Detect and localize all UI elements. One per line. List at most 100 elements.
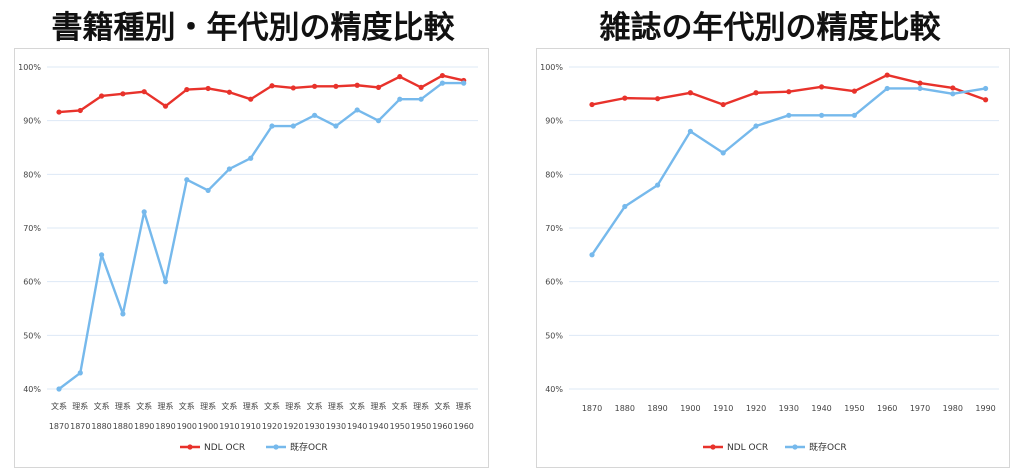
data-point-existing xyxy=(120,311,126,317)
y-tick-label: 70% xyxy=(23,224,41,233)
data-point-existing xyxy=(162,279,169,285)
data-point-existing xyxy=(312,112,318,118)
data-point-existing xyxy=(141,209,147,215)
data-point-existing xyxy=(269,123,275,129)
x-tick-year-label: 1900 xyxy=(680,404,700,413)
data-point-ndl xyxy=(333,83,339,89)
y-tick-label: 80% xyxy=(545,170,563,179)
data-point-ndl xyxy=(99,93,105,99)
data-point-ndl xyxy=(950,85,956,91)
data-point-ndl xyxy=(655,96,661,102)
x-tick-year-label: 1910 xyxy=(219,422,239,431)
legend-marker-ndl xyxy=(710,444,716,450)
data-point-existing xyxy=(184,177,190,183)
data-point-existing xyxy=(56,386,62,392)
data-point-ndl xyxy=(290,85,296,91)
x-tick-year-label: 1930 xyxy=(326,422,346,431)
x-tick-category-label: 文系 xyxy=(51,401,67,411)
data-point-existing xyxy=(290,123,296,129)
y-tick-label: 70% xyxy=(545,224,563,233)
x-tick-year-label: 1950 xyxy=(390,422,410,431)
data-point-ndl xyxy=(375,84,382,90)
x-tick-category-label: 文系 xyxy=(136,401,152,411)
x-tick-category-label: 理系 xyxy=(413,401,429,411)
x-tick-year-label: 1950 xyxy=(844,404,864,413)
chart-magazines-svg: 40% 50% 60% 70% 80% 90% 100% 1870 1880 1890 1900 19… xyxy=(540,63,999,453)
data-point-existing xyxy=(77,370,83,376)
data-point-existing xyxy=(354,107,360,113)
x-tick-year-label: 1920 xyxy=(283,422,303,431)
x-tick-year-label: 1990 xyxy=(975,404,995,413)
x-tick-year-label: 1880 xyxy=(615,404,635,413)
x-tick-year-label: 1970 xyxy=(910,404,930,413)
x-tick-category-label: 理系 xyxy=(371,401,387,411)
legend-label-ndl: NDL OCR xyxy=(727,443,768,453)
data-point-existing xyxy=(819,112,825,118)
x-tick-category-label: 文系 xyxy=(264,401,280,411)
data-point-ndl xyxy=(884,72,890,78)
data-point-existing xyxy=(248,155,254,161)
x-tick-category-label: 理系 xyxy=(158,401,174,411)
data-point-ndl xyxy=(589,101,595,108)
x-tick-category-label: 理系 xyxy=(72,401,88,411)
data-point-ndl xyxy=(162,103,169,109)
data-point-existing xyxy=(589,252,595,258)
x-tick-year-label: 1870 xyxy=(49,422,69,431)
data-point-ndl xyxy=(354,82,360,88)
x-tick-year-label: 1960 xyxy=(432,422,452,431)
x-tick-category-label: 理系 xyxy=(115,401,131,411)
x-tick-year-label: 1880 xyxy=(91,422,111,431)
data-point-ndl xyxy=(269,83,275,89)
data-point-existing xyxy=(418,96,424,102)
data-point-existing xyxy=(205,187,211,194)
data-point-existing xyxy=(720,150,726,156)
data-point-ndl xyxy=(983,97,989,103)
chart-books-by-type-era: 40% 50% 60% 70% 80% 90% 100% 文系 1870 理系 1870 文系 1880… xyxy=(14,48,489,468)
data-point-ndl xyxy=(248,96,254,102)
data-point-existing xyxy=(983,85,989,92)
legend-marker-ndl xyxy=(187,444,193,450)
x-tick-year-label: 1940 xyxy=(811,404,831,413)
data-point-existing xyxy=(917,85,923,92)
data-point-existing xyxy=(226,166,232,172)
chart-title-books: 書籍種別・年代別の精度比較 xyxy=(51,10,455,46)
data-point-existing xyxy=(884,85,890,92)
data-point-ndl xyxy=(622,95,628,101)
x-tick-category-label: 文系 xyxy=(349,401,365,411)
x-tick-category-label: 文系 xyxy=(94,401,110,411)
y-tick-label: 100% xyxy=(540,63,563,72)
data-point-existing xyxy=(397,96,403,102)
legend-label-existing: 既存OCR xyxy=(290,441,328,453)
x-tick-year-label: 1940 xyxy=(347,422,367,431)
x-tick-year-label: 1890 xyxy=(647,404,667,413)
data-point-existing xyxy=(461,80,467,86)
chart-books-svg: 40% 50% 60% 70% 80% 90% 100% 文系 1870 理系 1870 文系 1880… xyxy=(18,63,478,453)
x-tick-year-label: 1890 xyxy=(134,422,154,431)
x-tick-category-label: 文系 xyxy=(179,401,195,411)
x-tick-year-label: 1960 xyxy=(877,404,897,413)
data-point-ndl xyxy=(819,84,825,90)
data-point-ndl xyxy=(720,101,726,108)
y-tick-label: 50% xyxy=(23,331,41,340)
chart-magazines-by-era: 40% 50% 60% 70% 80% 90% 100% 1870 1880 1890 1900 19… xyxy=(536,48,1010,468)
x-tick-category-label: 文系 xyxy=(392,401,408,411)
data-point-ndl xyxy=(205,85,211,92)
x-tick-year-label: 1900 xyxy=(177,422,197,431)
y-tick-label: 50% xyxy=(545,331,563,340)
data-point-ndl xyxy=(77,107,83,114)
legend-label-existing: 既存OCR xyxy=(809,441,847,453)
data-point-ndl xyxy=(917,80,923,86)
legend-label-ndl: NDL OCR xyxy=(204,443,245,453)
x-tick-year-label: 1980 xyxy=(943,404,963,413)
data-point-existing xyxy=(950,91,956,97)
data-point-existing xyxy=(333,123,339,129)
chart-title-magazines: 雑誌の年代別の精度比較 xyxy=(599,10,941,46)
data-point-existing xyxy=(753,123,759,129)
x-tick-category-label: 文系 xyxy=(434,401,450,411)
y-tick-label: 80% xyxy=(23,170,41,179)
data-point-ndl xyxy=(397,74,403,80)
x-tick-year-label: 1930 xyxy=(304,422,324,431)
data-point-ndl xyxy=(753,90,759,96)
x-tick-year-label: 1960 xyxy=(454,422,474,431)
y-tick-label: 40% xyxy=(545,385,563,394)
